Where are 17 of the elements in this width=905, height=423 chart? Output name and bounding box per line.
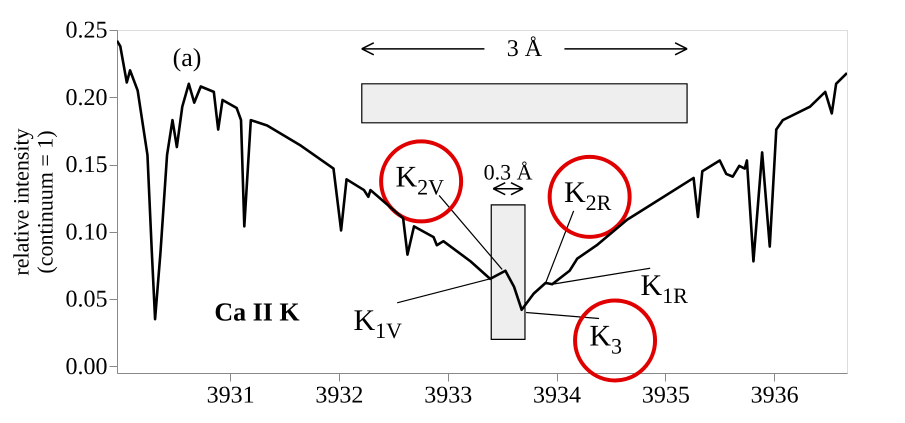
y-tick-label: 0.10	[66, 219, 108, 246]
y-tick-label: 0.15	[66, 152, 108, 178]
x-tick-label: 3933	[424, 382, 472, 408]
x-tick-label: 3936	[750, 382, 799, 408]
x-tick-label: 3935	[642, 382, 690, 408]
band-label: 3 Å	[506, 36, 543, 62]
annotation: (a)	[172, 43, 202, 72]
annotation: Ca II K	[214, 297, 300, 326]
y-tick-label: 0.20	[66, 84, 108, 111]
y-tick-label: 0.05	[66, 286, 108, 313]
y-tick-label: 0.25	[66, 18, 108, 44]
y-axis-title: relative intensity (continuum = 1)	[8, 128, 58, 276]
x-tick-label: 3931	[206, 382, 255, 408]
band-label: 0.3 Å	[484, 160, 533, 185]
x-tick-label: 3934	[533, 382, 582, 408]
x-tick-label: 3932	[315, 382, 364, 408]
y-tick-label: 0.00	[66, 354, 108, 380]
